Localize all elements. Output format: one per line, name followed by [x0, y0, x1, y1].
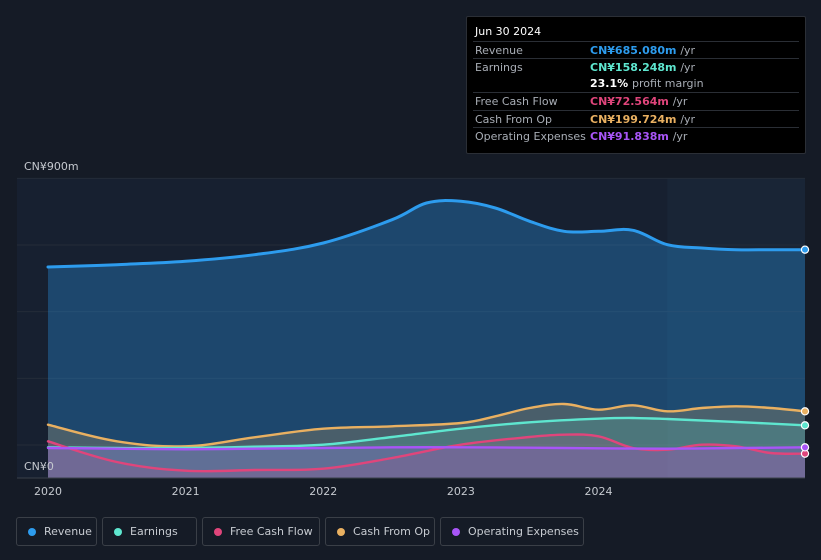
tooltip-profit-margin: 23.1% profit margin — [590, 77, 704, 90]
legend-label: Free Cash Flow — [230, 525, 313, 538]
tooltip-value: CN¥72.564m /yr — [590, 95, 688, 108]
legend-dot-icon — [452, 528, 460, 536]
legend-label: Cash From Op — [353, 525, 431, 538]
legend-item-earnings[interactable]: Earnings — [102, 517, 197, 546]
y-axis-top-label: CN¥900m — [24, 160, 79, 173]
end-marker-cash-from-op[interactable] — [800, 407, 810, 416]
end-marker-operating-expenses[interactable] — [800, 443, 810, 452]
legend-dot-icon — [28, 528, 36, 536]
line-earnings[interactable] — [46, 416, 807, 450]
legend-label: Revenue — [44, 525, 92, 538]
tooltip-value: CN¥158.248m /yr — [590, 61, 696, 74]
series-lines — [46, 199, 807, 473]
data-tooltip: Jun 30 2024 Revenue CN¥685.080m /yr Earn… — [466, 16, 806, 154]
line-free-cash-flow[interactable] — [46, 433, 807, 473]
line-cash-from-op[interactable] — [46, 402, 807, 448]
tooltip-label: Cash From Op — [475, 113, 553, 126]
tooltip-date: Jun 30 2024 — [475, 25, 542, 38]
x-tick-label: 2021 — [171, 485, 200, 498]
legend-item-free-cash-flow[interactable]: Free Cash Flow — [202, 517, 320, 546]
tooltip-row-revenue: Revenue CN¥685.080m /yr — [473, 41, 799, 58]
area-free-cash-flow — [48, 434, 805, 478]
series-end-markers — [800, 245, 810, 458]
tooltip-value: CN¥199.724m /yr — [590, 113, 696, 126]
legend-item-revenue[interactable]: Revenue — [16, 517, 97, 546]
x-tick-label: 2020 — [34, 485, 62, 498]
legend-item-cash-from-op[interactable]: Cash From Op — [325, 517, 435, 546]
legend-dot-icon — [214, 528, 222, 536]
tooltip-row-earnings: Earnings CN¥158.248m /yr — [473, 58, 799, 75]
legend-label: Earnings — [130, 525, 178, 538]
end-marker-earnings[interactable] — [800, 421, 810, 430]
x-tick-label: 2023 — [446, 485, 475, 498]
legend-dot-icon — [114, 528, 122, 536]
x-tick-label: 2024 — [584, 485, 613, 498]
line-operating-expenses[interactable] — [46, 446, 807, 451]
legend-dot-icon — [337, 528, 345, 536]
tooltip-value: CN¥685.080m /yr — [590, 44, 696, 57]
forecast-region — [667, 178, 805, 478]
area-cash-from-op — [48, 403, 805, 478]
tooltip-row-cash-from-op: Cash From Op CN¥199.724m /yr — [473, 110, 799, 127]
tooltip-row-operating-expenses: Operating Expenses CN¥91.838m /yr — [473, 127, 799, 144]
legend-item-operating-expenses[interactable]: Operating Expenses — [440, 517, 584, 546]
tooltip-label: Revenue — [475, 44, 523, 57]
tooltip-label: Earnings — [475, 61, 523, 74]
line-revenue[interactable] — [46, 199, 807, 269]
tooltip-label: Operating Expenses — [475, 130, 586, 143]
tooltip-row-profit-margin: 23.1% profit margin — [473, 75, 799, 92]
x-tick-label: 2022 — [309, 485, 338, 498]
tooltip-value: CN¥91.838m /yr — [590, 130, 688, 143]
tooltip-row-free-cash-flow: Free Cash Flow CN¥72.564m /yr — [473, 92, 799, 109]
legend-label: Operating Expenses — [468, 525, 579, 538]
y-axis-bottom-label: CN¥0 — [24, 460, 54, 473]
end-marker-revenue[interactable] — [800, 245, 810, 254]
tooltip-label: Free Cash Flow — [475, 95, 558, 108]
